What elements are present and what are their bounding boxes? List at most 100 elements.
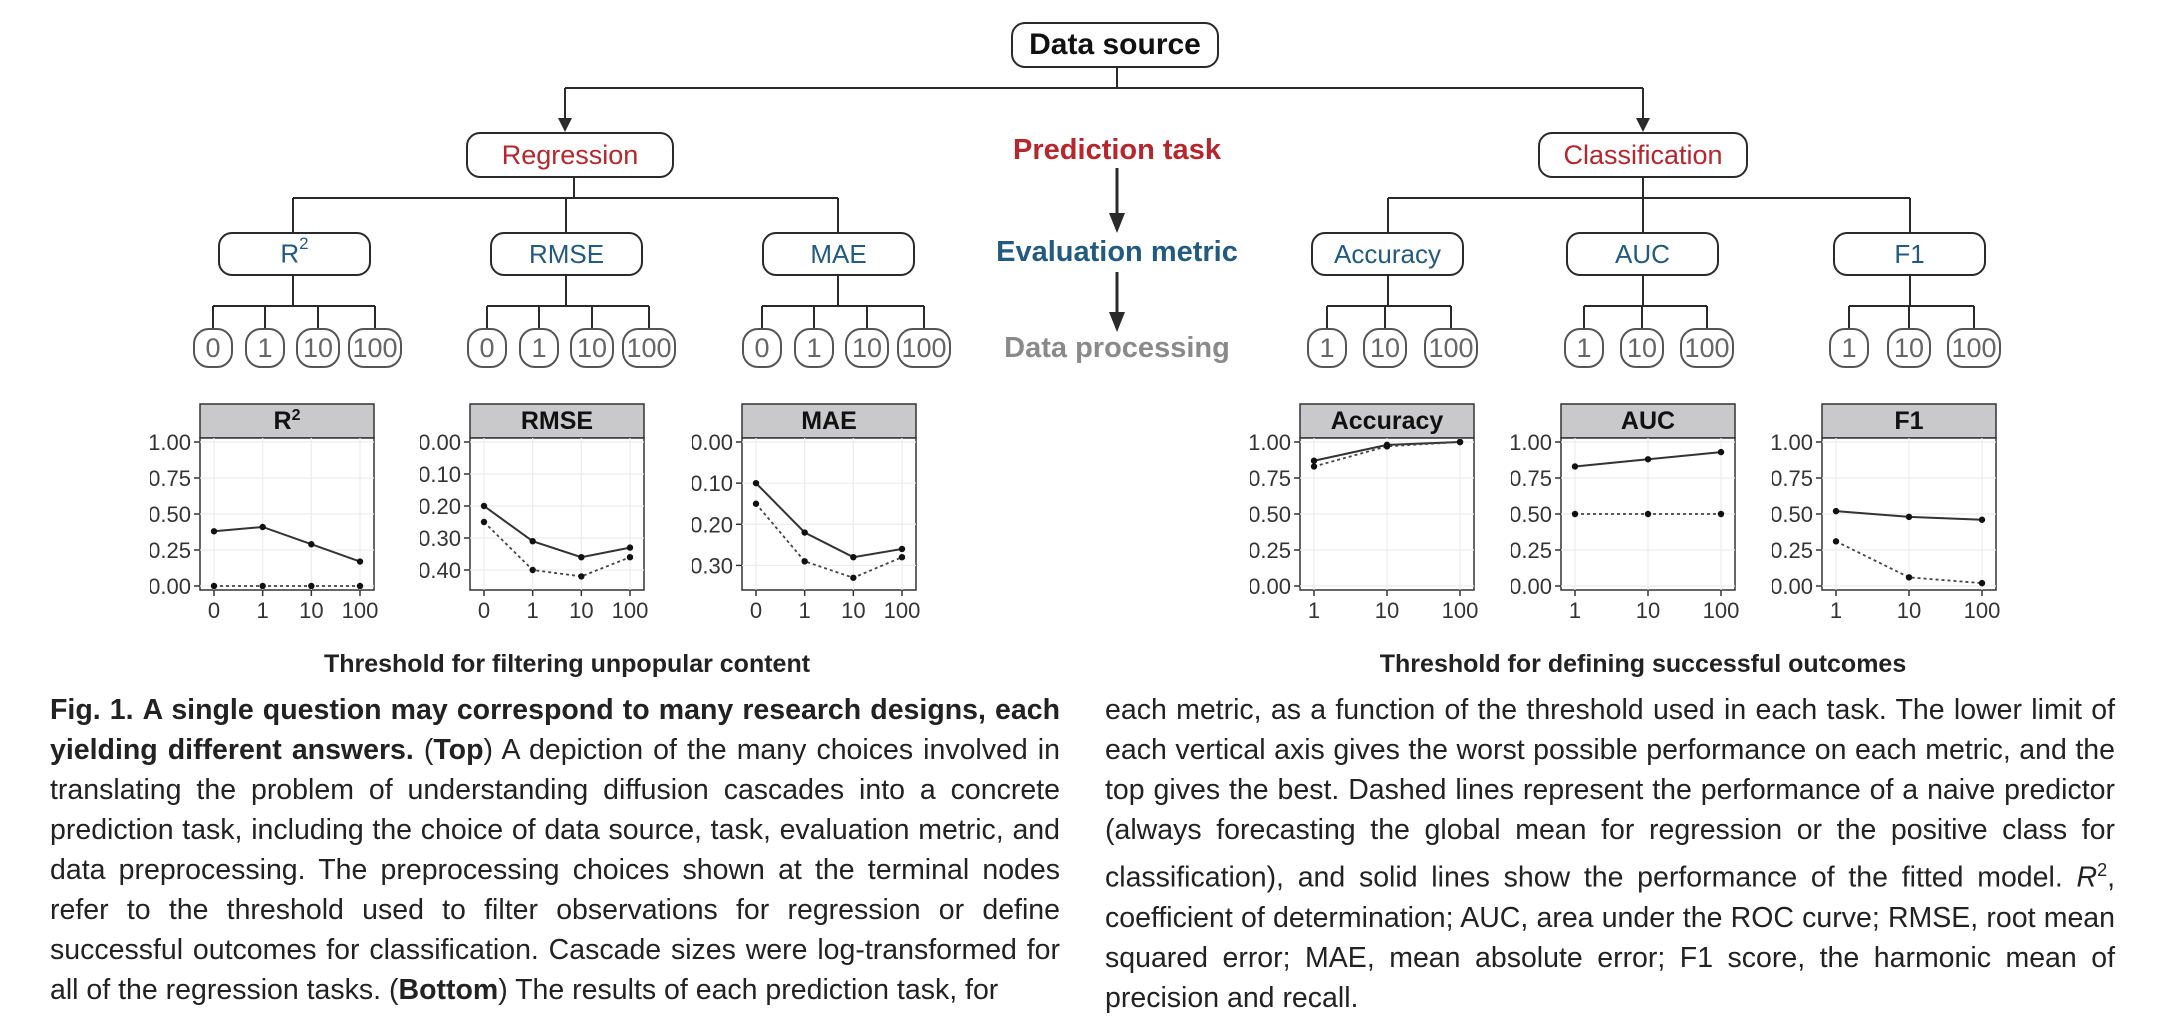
caption-left-column: Fig. 1. A single question may correspond… xyxy=(50,694,1060,1006)
legend-data-processing: Data processing xyxy=(1004,332,1230,364)
node-metric-mae: MAE xyxy=(762,232,915,276)
chart-f1: F1 1.00 0.75 0.50 0.25 0.00 1 10 100 xyxy=(1772,403,2000,623)
chart-accuracy-title: Accuracy xyxy=(1331,407,1444,435)
chart-r2-ytick-label-0: 1.00 xyxy=(150,430,191,455)
node-metric-accuracy-label: Accuracy xyxy=(1334,238,1441,269)
chart-r2-ytick-label-1: 0.75 xyxy=(150,466,191,491)
leaf-rmse-10: 10 xyxy=(570,328,614,368)
chart-r2-series-solid-point-3 xyxy=(356,558,364,565)
chart-mae-xtick-label-3: 100 xyxy=(884,598,921,623)
chart-rmse-xtick-label-3: 100 xyxy=(612,598,649,623)
chart-rmse-ytick-label-0: 0.00 xyxy=(420,430,461,455)
chart-f1-ytick-label-2: 0.50 xyxy=(1772,502,1813,527)
leaf-r2-0: 0 xyxy=(193,328,233,368)
chart-f1-xtick-label-0: 1 xyxy=(1830,598,1842,623)
leaf-accuracy-10: 10 xyxy=(1363,328,1407,368)
caption-top-text: A depiction of the many choices involved… xyxy=(50,734,1060,1006)
chart-accuracy-ytick-label-2: 0.50 xyxy=(1250,502,1291,527)
leaf-mae-0: 0 xyxy=(742,328,782,368)
leaf-r2-10: 10 xyxy=(296,328,340,368)
chart-r2-xtick-label-2: 10 xyxy=(299,598,323,623)
chart-auc-ytick-label-0: 1.00 xyxy=(1511,430,1552,455)
node-regression: Regression xyxy=(466,132,674,178)
chart-f1-series-dotted-point-0 xyxy=(1832,538,1840,545)
chart-rmse-ytick-label-4: 0.40 xyxy=(420,558,461,583)
leaf-mae-10: 10 xyxy=(845,328,889,368)
chart-f1-series-solid-point-1 xyxy=(1905,513,1913,521)
node-classification: Classification xyxy=(1538,132,1748,178)
chart-auc-series-solid-point-0 xyxy=(1571,463,1579,470)
chart-r2-series-dotted-point-2 xyxy=(308,582,315,590)
caption-abbrev-r-sup: 2 xyxy=(2097,860,2108,880)
chart-accuracy-xtick-label-2: 100 xyxy=(1442,598,1479,623)
decision-tree-connectors xyxy=(212,68,1975,332)
node-metric-accuracy: Accuracy xyxy=(1311,232,1464,276)
caption-abbrev-text: , coefficient of determination; AUC, are… xyxy=(1105,861,2116,1014)
chart-auc-ytick-label-3: 0.25 xyxy=(1511,538,1552,563)
leaf-auc-100: 100 xyxy=(1680,328,1734,368)
node-metric-f1: F1 xyxy=(1833,232,1986,276)
chart-auc-ytick-label-2: 0.50 xyxy=(1511,502,1552,527)
legend-prediction-task: Prediction task xyxy=(1013,134,1221,166)
chart-r2-xtick-label-3: 100 xyxy=(342,598,379,623)
chart-rmse-series-dotted-point-0 xyxy=(480,518,488,526)
chart-mae-series-dotted-line xyxy=(755,503,903,579)
chart-rmse-series-dotted-point-2 xyxy=(578,573,585,580)
node-classification-label: Classification xyxy=(1563,139,1723,170)
chart-accuracy-xtick-label-0: 1 xyxy=(1308,598,1320,623)
chart-r2-series-solid-point-1 xyxy=(259,523,266,531)
chart-rmse-series-solid-line xyxy=(483,505,631,559)
chart-rmse-series-solid-point-0 xyxy=(480,502,488,510)
caption-abbrev-r: R xyxy=(2076,861,2098,894)
chart-accuracy-series-dotted-point-2 xyxy=(1456,438,1464,446)
node-data-source-label: Data source xyxy=(1029,28,1201,61)
caption-bottom-text-start: The results of each prediction task, for xyxy=(515,974,999,1006)
chart-r2-xtick-label-1: 1 xyxy=(257,598,269,623)
chart-mae-xtick-label-0: 0 xyxy=(750,598,762,623)
leaf-accuracy-100: 100 xyxy=(1424,328,1478,368)
chart-rmse: RMSE 0.00 0.10 0.20 0.30 0.40 0 1 10 100 xyxy=(420,403,649,623)
chart-f1-ytick-label-1: 0.75 xyxy=(1772,466,1813,491)
chart-auc-xtick-label-1: 10 xyxy=(1636,598,1660,623)
chart-mae-series-solid-point-0 xyxy=(752,479,760,487)
chart-r2-series-dotted-point-0 xyxy=(210,582,218,590)
chart-rmse-ytick-label-1: 0.10 xyxy=(420,462,461,487)
x-axis-title-regression: Threshold for filtering unpopular conten… xyxy=(323,650,811,678)
chart-mae-plot-area xyxy=(741,437,917,591)
chart-mae-series-solid-line xyxy=(755,482,903,559)
chart-mae-ytick-label-0: 0.00 xyxy=(692,430,733,455)
chart-auc-xtick-label-2: 100 xyxy=(1703,598,1740,623)
chart-f1-title-strip xyxy=(1821,403,1997,439)
chart-mae-ytick-label-2: 0.20 xyxy=(692,512,733,537)
chart-rmse-xtick-label-2: 10 xyxy=(569,598,593,623)
chart-mae-title: MAE xyxy=(801,407,857,435)
chart-rmse-series-dotted-point-1 xyxy=(529,566,536,574)
leaf-r2-1: 1 xyxy=(245,328,285,368)
chart-mae-xtick-label-1: 1 xyxy=(799,598,811,623)
node-regression-label: Regression xyxy=(501,139,639,170)
caption-bottom-label: Bottom xyxy=(398,974,499,1006)
chart-r2-series-solid-point-0 xyxy=(210,528,218,535)
chart-accuracy-xtick-label-1: 10 xyxy=(1375,598,1399,623)
chart-auc-ytick-label-4: 0.00 xyxy=(1511,574,1552,599)
node-metric-rmse-label: RMSE xyxy=(528,238,605,269)
chart-auc-series-dotted-point-1 xyxy=(1644,510,1652,518)
chart-mae-series-solid-point-1 xyxy=(801,529,808,536)
chart-mae-series-solid-point-3 xyxy=(898,545,906,553)
chart-accuracy-series-dotted-point-0 xyxy=(1310,463,1318,470)
leaf-mae-100: 100 xyxy=(897,328,951,368)
chart-auc-series-solid-point-1 xyxy=(1644,456,1652,463)
chart-f1-ytick-label-0: 1.00 xyxy=(1772,430,1813,455)
chart-r2-ytick-label-3: 0.25 xyxy=(150,538,191,563)
chart-mae-ytick-label-1: 0.10 xyxy=(692,471,733,496)
chart-r2-series-solid-line xyxy=(213,525,361,563)
leaf-r2-100: 100 xyxy=(348,328,402,368)
chart-accuracy-series-dotted-line xyxy=(1313,441,1461,468)
chart-f1-series-dotted-point-2 xyxy=(1978,579,1986,587)
chart-f1-series-solid-point-2 xyxy=(1978,516,1986,523)
chart-rmse-series-dotted-line xyxy=(483,521,631,578)
chart-auc-ytick-label-1: 0.75 xyxy=(1511,466,1552,491)
chart-r2-ytick-label-2: 0.50 xyxy=(150,502,191,527)
node-metric-r2: R2 xyxy=(218,232,371,276)
chart-mae-series-dotted-point-2 xyxy=(850,574,857,581)
